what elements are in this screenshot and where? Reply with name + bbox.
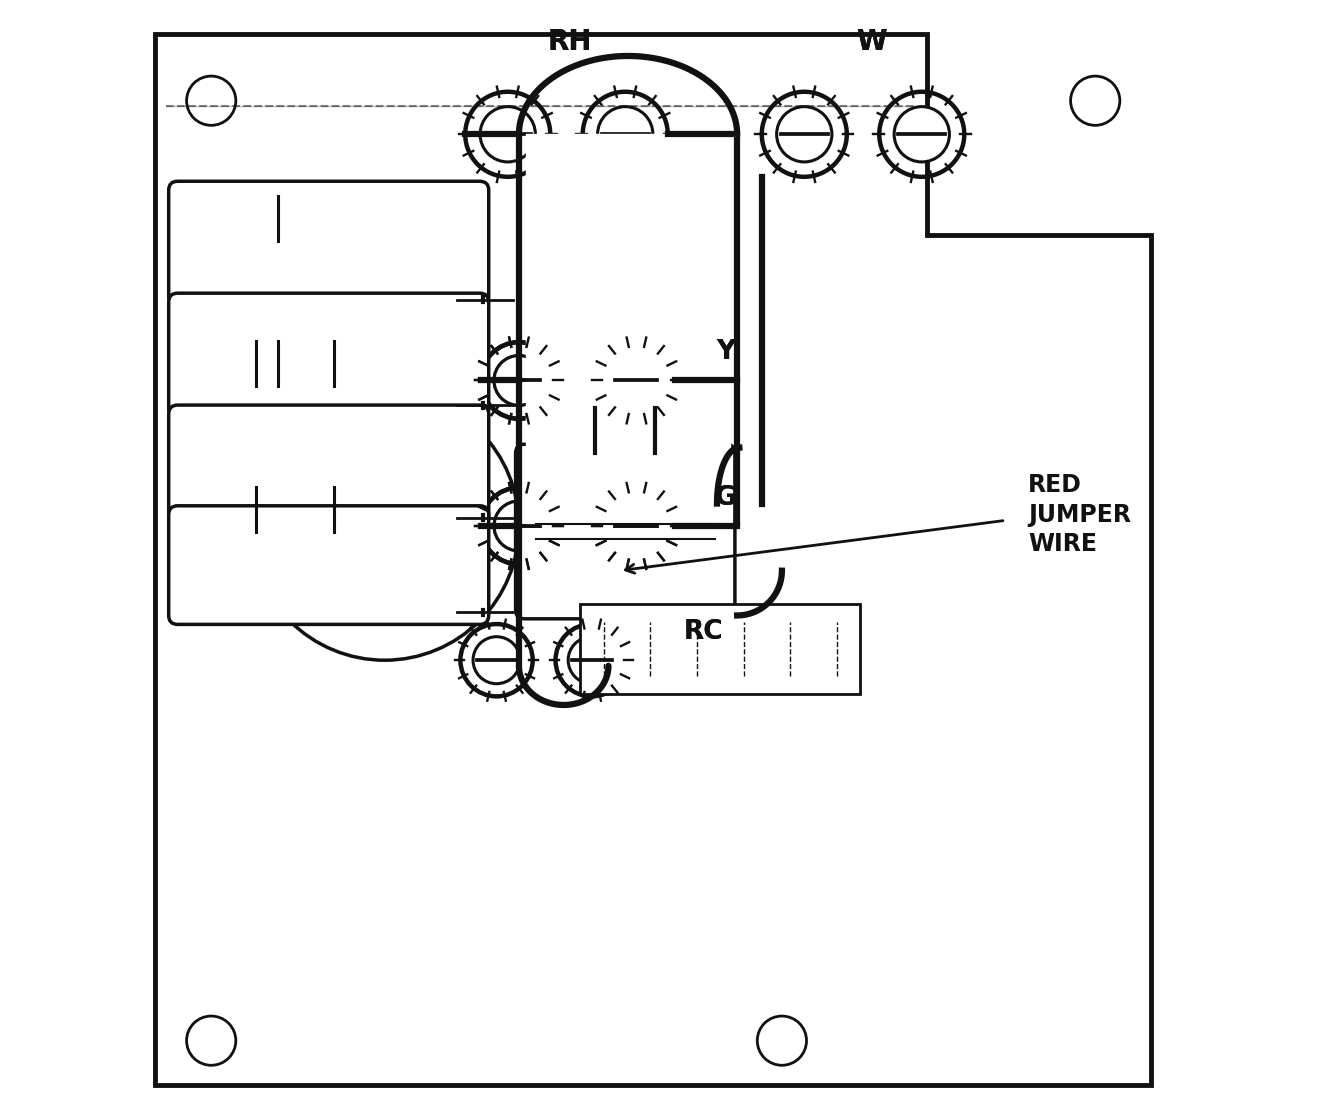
Circle shape [494, 356, 544, 405]
Text: RED
JUMPER
WIRE: RED JUMPER WIRE [1028, 473, 1131, 556]
FancyBboxPatch shape [169, 293, 489, 417]
Text: RH: RH [547, 28, 591, 56]
FancyBboxPatch shape [169, 506, 489, 624]
Bar [267, 241, 289, 341]
Text: Y: Y [717, 339, 736, 366]
Text: Y: Y [717, 339, 736, 366]
Circle shape [611, 356, 662, 405]
Circle shape [494, 501, 544, 551]
Circle shape [611, 501, 662, 551]
Bar [580, 604, 860, 694]
FancyBboxPatch shape [169, 181, 489, 305]
Bar [245, 386, 267, 487]
Text: RC: RC [683, 619, 724, 646]
Polygon shape [525, 134, 730, 526]
Circle shape [568, 637, 615, 684]
Circle shape [777, 106, 832, 162]
Circle shape [494, 501, 544, 551]
Text: W: W [856, 28, 887, 56]
Circle shape [598, 106, 653, 162]
Circle shape [894, 106, 950, 162]
Text: W: W [856, 28, 887, 56]
FancyBboxPatch shape [169, 405, 489, 524]
Text: RH: RH [547, 28, 591, 56]
Circle shape [611, 501, 662, 551]
Text: G: G [716, 485, 737, 511]
Text: RC: RC [683, 619, 724, 646]
Circle shape [473, 637, 520, 684]
Text: G: G [716, 485, 737, 511]
Circle shape [611, 356, 662, 405]
Circle shape [494, 356, 544, 405]
FancyBboxPatch shape [516, 444, 734, 619]
Bar [323, 386, 346, 487]
Circle shape [480, 106, 536, 162]
